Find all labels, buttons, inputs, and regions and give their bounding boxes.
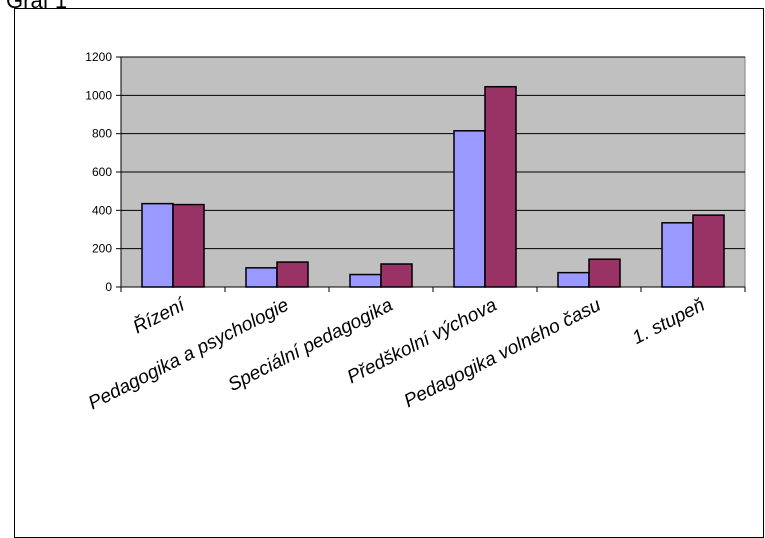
- x-category-label: Pedagogika volného času: [401, 295, 605, 413]
- y-tick-label: 600: [92, 165, 112, 179]
- y-tick-label: 400: [92, 203, 112, 217]
- x-category-label: 1. stupeň: [629, 295, 708, 349]
- bar-series-1: [557, 271, 590, 288]
- bar-series-2: [172, 203, 205, 288]
- x-category-label: Speciální pedagogika: [225, 295, 396, 396]
- figure-caption: Graf 1: [6, 0, 68, 13]
- bar-series-2: [692, 214, 725, 288]
- y-tick-label: 0: [105, 280, 112, 294]
- bar-series-2: [484, 85, 517, 288]
- y-tick-label: 800: [92, 127, 112, 141]
- bar-series-1: [245, 267, 278, 288]
- bar-series-2: [276, 261, 309, 288]
- y-tick-label: 1200: [85, 50, 112, 64]
- bar-series-1: [349, 273, 382, 288]
- x-category-label: Pedagogika a psychologie: [85, 295, 292, 414]
- bar-series-1: [661, 222, 694, 288]
- x-category-label: Řízení: [129, 293, 189, 338]
- bar-series-1: [453, 130, 486, 288]
- y-tick-label: 200: [92, 242, 112, 256]
- bar-series-1: [141, 202, 174, 288]
- y-tick-label: 1000: [85, 88, 112, 102]
- bar-series-2: [588, 258, 621, 288]
- bar-series-2: [380, 263, 413, 288]
